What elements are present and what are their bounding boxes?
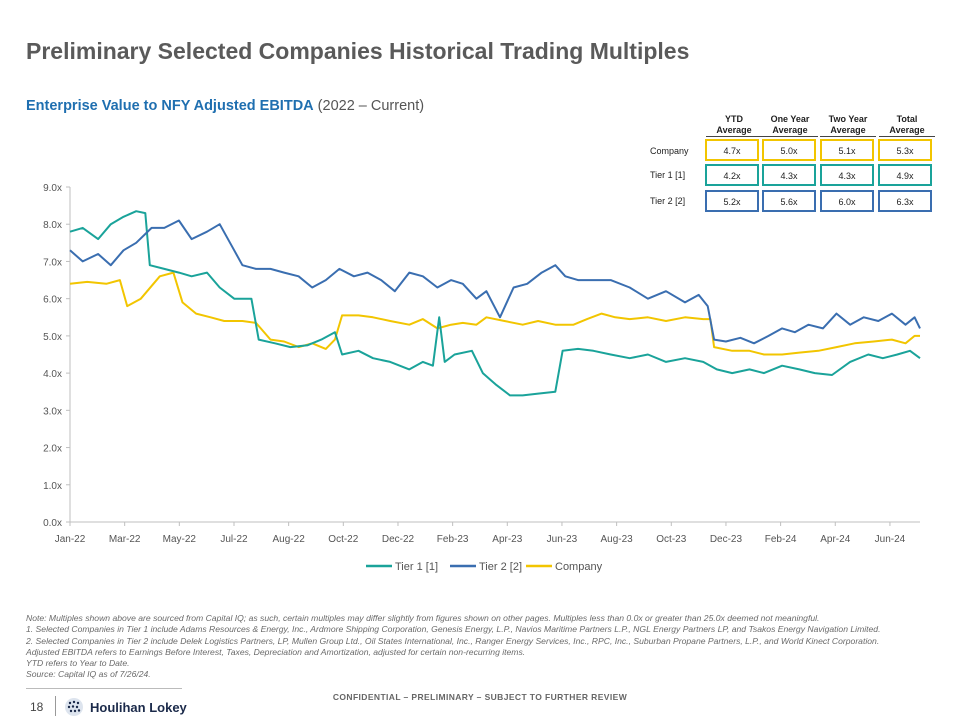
x-tick-label: Dec-23 — [710, 534, 743, 545]
series-line-company — [69, 271, 920, 356]
confidential-banner: CONFIDENTIAL – PRELIMINARY – SUBJECT TO … — [332, 692, 628, 702]
x-tick-label: Oct-23 — [656, 534, 686, 545]
line-chart: 0.0x 1.0x 2.0x 3.0x 4.0x 5.0x 6.0x 7.0x 8.0x 9.0x… — [43, 183, 921, 573]
legend-label: Company — [555, 561, 603, 573]
tier1-one-year-cell: 4.3x — [762, 164, 816, 186]
y-tick-label: 2.0x — [43, 444, 62, 455]
page-title: Preliminary Selected Companies Historica… — [26, 38, 690, 64]
y-tick-label: 8.0x — [43, 220, 62, 231]
subtitle-metric: Enterprise Value to NFY Adjusted EBITDA — [26, 98, 314, 114]
y-tick-label: 0.0x — [43, 518, 62, 529]
footnote-general: Note: Multiples shown above are sourced … — [26, 613, 820, 623]
x-tick-label: Mar-22 — [109, 534, 141, 545]
brand-logo: Houlihan Lokey — [64, 697, 187, 717]
col-header-ytd: YTD Average — [706, 114, 762, 137]
x-tick-label: Feb-23 — [437, 534, 469, 545]
x-tick-label: Jun-24 — [875, 534, 906, 545]
globe-icon — [65, 698, 83, 716]
tier2-ytd-cell: 5.2x — [705, 190, 759, 212]
legend-label: Tier 2 [2] — [479, 561, 522, 573]
footnote-ebitda: Adjusted EBITDA refers to Earnings Befor… — [26, 646, 526, 657]
series-line-tier-2-2 — [69, 219, 921, 345]
y-tick-label: 3.0x — [43, 406, 62, 417]
company-total-cell: 5.3x — [878, 139, 932, 161]
x-tick-label: Dec-22 — [382, 534, 415, 545]
tier2-one-year-cell: 5.6x — [762, 190, 816, 212]
y-tick-label: 7.0x — [43, 257, 62, 268]
x-tick-label: Feb-24 — [765, 534, 797, 545]
x-tick-label: Aug-22 — [273, 534, 306, 545]
x-tick-label: Jan-22 — [55, 534, 86, 545]
x-tick-label: Apr-23 — [492, 534, 522, 545]
footer-separator — [55, 696, 56, 716]
footer-divider — [26, 688, 182, 689]
footnote-tier2: 2. Selected Companies in Tier 2 include … — [26, 635, 880, 646]
company-two-year-cell: 5.1x — [820, 139, 874, 161]
x-tick-label: May-22 — [163, 534, 197, 545]
row-label-tier2: Tier 2 [2] — [650, 196, 686, 206]
tier2-two-year-cell: 6.0x — [820, 190, 874, 212]
y-tick-label: 1.0x — [43, 481, 62, 492]
chart-subtitle: Enterprise Value to NFY Adjusted EBITDA … — [26, 98, 424, 114]
tier1-ytd-cell: 4.2x — [705, 164, 759, 186]
footnote-source: Source: Capital IQ as of 7/26/24. — [26, 669, 151, 680]
col-header-one-year: One Year Average — [762, 114, 818, 137]
tier2-total-cell: 6.3x — [878, 190, 932, 212]
brand-name: Houlihan Lokey — [90, 699, 187, 715]
y-tick-label: 4.0x — [43, 369, 62, 380]
y-tick-label: 5.0x — [43, 332, 62, 343]
row-label-tier1: Tier 1 [1] — [650, 170, 686, 180]
legend-label: Tier 1 [1] — [395, 561, 438, 573]
x-tick-label: Aug-23 — [600, 534, 633, 545]
footnote-tier1: 1. Selected Companies in Tier 1 include … — [26, 624, 881, 635]
company-one-year-cell: 5.0x — [762, 139, 816, 161]
company-ytd-cell: 4.7x — [705, 139, 759, 161]
col-header-total: Total Average — [879, 114, 935, 137]
col-header-two-year: Two Year Average — [820, 114, 876, 137]
series-line-tier-1-1 — [69, 210, 921, 397]
tier1-two-year-cell: 4.3x — [820, 164, 874, 186]
y-tick-label: 6.0x — [43, 295, 62, 306]
tier1-total-cell: 4.9x — [878, 164, 932, 186]
footnotes: Note: Multiples shown above are sourced … — [26, 613, 936, 681]
x-tick-label: Jul-22 — [220, 534, 248, 545]
x-tick-label: Oct-22 — [328, 534, 358, 545]
footnote-ytd: YTD refers to Year to Date. — [26, 658, 130, 669]
subtitle-range: (2022 – Current) — [317, 98, 425, 114]
page-number: 18 — [30, 700, 44, 714]
y-tick-label: 9.0x — [43, 183, 62, 194]
x-tick-label: Apr-24 — [820, 534, 850, 545]
x-tick-label: Jun-23 — [547, 534, 578, 545]
row-label-company: Company — [650, 146, 689, 156]
